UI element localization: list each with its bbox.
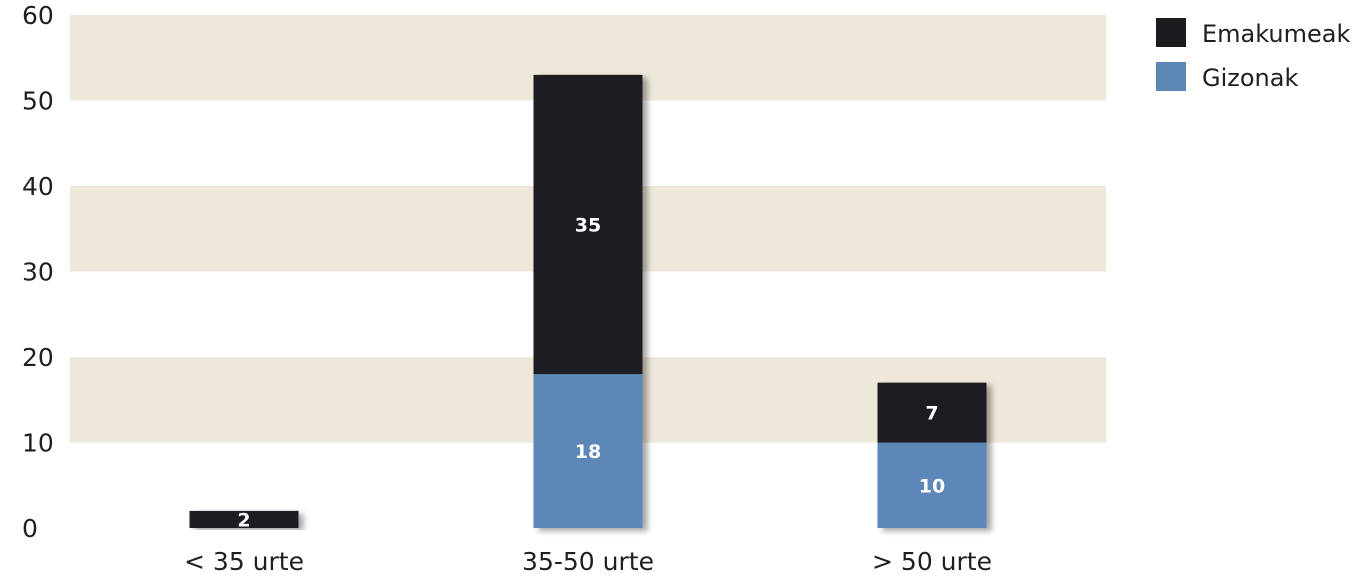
legend-label: Gizonak	[1202, 64, 1298, 92]
bar-stack	[189, 510, 299, 528]
y-tick-label: 0	[22, 514, 38, 543]
data-label: 18	[575, 441, 601, 463]
bar-segment	[533, 74, 643, 375]
x-category-label: < 35 urte	[184, 547, 304, 576]
bar-segment	[189, 510, 299, 528]
x-category-label: > 50 urte	[872, 547, 992, 576]
bars: 2 18 35 10 7	[189, 74, 987, 531]
y-tick-label: 30	[22, 258, 54, 287]
bar-segment	[877, 442, 987, 528]
y-tick-label: 10	[22, 429, 54, 458]
y-tick-label: 50	[22, 87, 54, 116]
legend-swatch	[1156, 18, 1186, 47]
x-category-label: 35-50 urte	[522, 547, 654, 576]
bar-stack	[533, 74, 643, 528]
data-label: 2	[237, 509, 250, 531]
bar-stack	[877, 382, 987, 528]
y-axis-ticks: 0 10 20 30 40 50 60	[22, 1, 54, 543]
bar-segment	[877, 382, 987, 443]
y-tick-label: 40	[22, 172, 54, 201]
bar-segment	[533, 374, 643, 528]
x-axis-categories: < 35 urte 35-50 urte > 50 urte	[184, 547, 992, 576]
legend-label: Emakumeak	[1202, 20, 1350, 48]
legend-swatch	[1156, 62, 1186, 91]
data-label: 7	[925, 403, 938, 425]
legend: Emakumeak Gizonak	[1156, 18, 1350, 92]
data-label: 35	[575, 214, 601, 236]
data-label: 10	[919, 475, 945, 497]
y-tick-label: 20	[22, 343, 54, 372]
y-tick-label: 60	[22, 1, 54, 30]
